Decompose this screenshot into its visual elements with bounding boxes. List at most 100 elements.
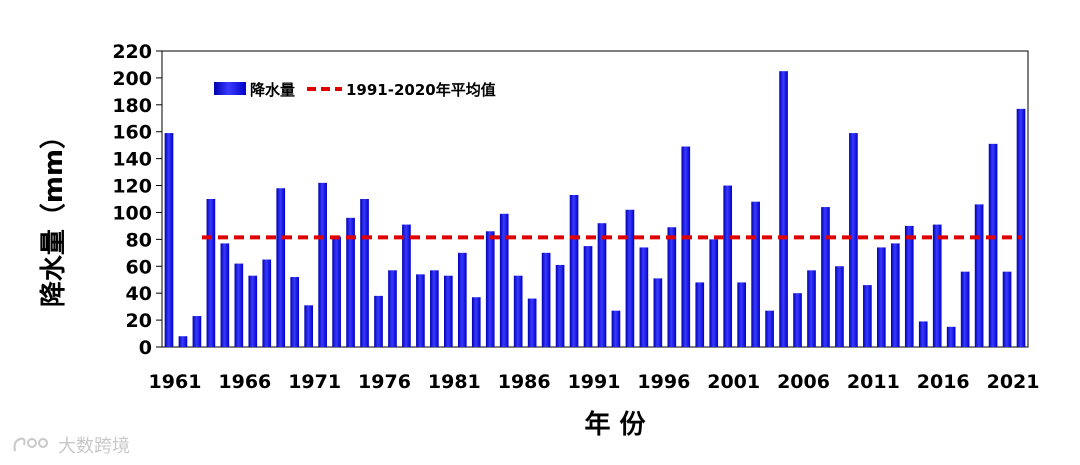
bar-2018 — [960, 271, 970, 347]
x-tick-label-1961: 1961 — [149, 371, 202, 393]
bar-1962 — [178, 336, 188, 347]
x-tick-label-1981: 1981 — [428, 371, 481, 393]
x-tick-label-1991: 1991 — [568, 371, 621, 393]
bar-2004 — [765, 310, 774, 347]
x-tick-label-1996: 1996 — [637, 371, 690, 393]
bar-1964 — [206, 199, 216, 347]
x-axis-title: 年 份 — [584, 409, 645, 440]
legend-swatch-bar — [214, 82, 246, 95]
bar-1998 — [681, 146, 691, 347]
bar-2008 — [821, 207, 830, 347]
bar-2016 — [932, 224, 942, 347]
x-tick-label-2016: 2016 — [917, 371, 970, 393]
bar-1984 — [485, 231, 495, 347]
bar-1996 — [653, 278, 663, 347]
bar-1986 — [513, 275, 523, 347]
bar-1997 — [667, 227, 677, 347]
bar-2020 — [988, 143, 998, 347]
bar-2000 — [709, 239, 719, 347]
x-tick-label-2021: 2021 — [987, 371, 1040, 393]
bar-1969 — [276, 188, 286, 347]
y-tick-label: 0 — [139, 337, 152, 359]
bar-2007 — [807, 270, 816, 347]
bar-1982 — [457, 252, 467, 347]
bar-1991 — [583, 246, 593, 347]
y-tick-label: 20 — [126, 310, 152, 332]
bar-1988 — [541, 252, 551, 347]
bar-1985 — [499, 213, 509, 347]
y-axis-title: 降水量（mm） — [39, 123, 69, 307]
bar-1966 — [234, 263, 244, 347]
bar-1963 — [192, 316, 202, 347]
bar-2012 — [877, 247, 886, 347]
y-tick-label: 60 — [126, 256, 152, 278]
y-tick-label: 180 — [112, 95, 152, 117]
bar-1980 — [430, 270, 439, 347]
bar-2003 — [751, 201, 760, 347]
bar-1994 — [625, 209, 635, 347]
bar-1979 — [416, 274, 425, 347]
bar-1987 — [527, 298, 537, 347]
bar-1992 — [597, 223, 607, 347]
bars-group — [164, 71, 1026, 347]
bar-2013 — [890, 243, 900, 347]
plot-area-frame — [161, 50, 1029, 348]
x-tick-label-2001: 2001 — [707, 371, 760, 393]
legend-label-bar: 降水量 — [250, 81, 295, 99]
x-tick-label-1966: 1966 — [218, 371, 271, 393]
bar-1999 — [695, 282, 705, 347]
bar-2017 — [946, 326, 956, 347]
watermark-text: 大数跨境 — [58, 436, 130, 457]
x-tick-label-1986: 1986 — [498, 371, 551, 393]
bar-2005 — [779, 71, 788, 347]
bar-1971 — [304, 305, 313, 347]
bar-2011 — [863, 285, 872, 347]
legend-label-line: 1991-2020年平均值 — [346, 81, 496, 99]
y-tick-label: 220 — [112, 41, 152, 63]
bar-2006 — [793, 293, 802, 347]
bar-1972 — [318, 182, 327, 347]
y-tick-label: 160 — [112, 122, 152, 144]
x-tick-label-2006: 2006 — [777, 371, 830, 393]
y-tick-label: 80 — [126, 229, 152, 251]
x-tick-label-1971: 1971 — [288, 371, 341, 393]
bar-1974 — [346, 217, 355, 347]
bar-2001 — [723, 185, 733, 347]
bar-1975 — [360, 199, 369, 347]
bar-1977 — [388, 270, 397, 347]
bar-1967 — [248, 275, 258, 347]
bar-1995 — [639, 247, 649, 347]
bar-2015 — [918, 321, 928, 347]
watermark: 大数跨境 — [12, 432, 130, 458]
y-axis-ticks: 0 20 40 60 80 100 120 140 160 180 200 220 — [112, 41, 162, 359]
bar-1976 — [374, 295, 383, 347]
bar-1970 — [290, 277, 300, 347]
legend: 降水量 1991-2020年平均值 — [214, 81, 496, 99]
bar-1990 — [569, 194, 579, 347]
bar-1981 — [444, 275, 453, 347]
watermark-logo-icon — [13, 437, 48, 452]
y-tick-label: 200 — [112, 68, 152, 90]
x-axis-ticks: 1961 1966 1971 1976 1981 1986 1991 1996 2001 2006… — [149, 371, 1040, 393]
bar-2002 — [737, 282, 746, 347]
bar-1965 — [220, 243, 230, 347]
bar-1989 — [555, 264, 565, 347]
bar-2010 — [849, 133, 858, 347]
y-tick-label: 40 — [126, 283, 152, 305]
bar-2009 — [835, 266, 844, 347]
bar-2022 — [1016, 108, 1026, 347]
bar-1968 — [262, 259, 272, 347]
bar-1973 — [332, 236, 341, 347]
bar-1993 — [611, 310, 621, 347]
x-tick-label-1976: 1976 — [358, 371, 411, 393]
bar-2021 — [1002, 271, 1012, 347]
bar-1983 — [471, 297, 481, 347]
y-tick-label: 140 — [112, 149, 152, 171]
bar-1978 — [402, 224, 411, 347]
bar-2014 — [904, 225, 914, 347]
bar-1961 — [164, 133, 174, 347]
bar-2019 — [974, 204, 984, 347]
y-tick-label: 100 — [112, 202, 152, 224]
x-tick-label-2011: 2011 — [847, 371, 900, 393]
